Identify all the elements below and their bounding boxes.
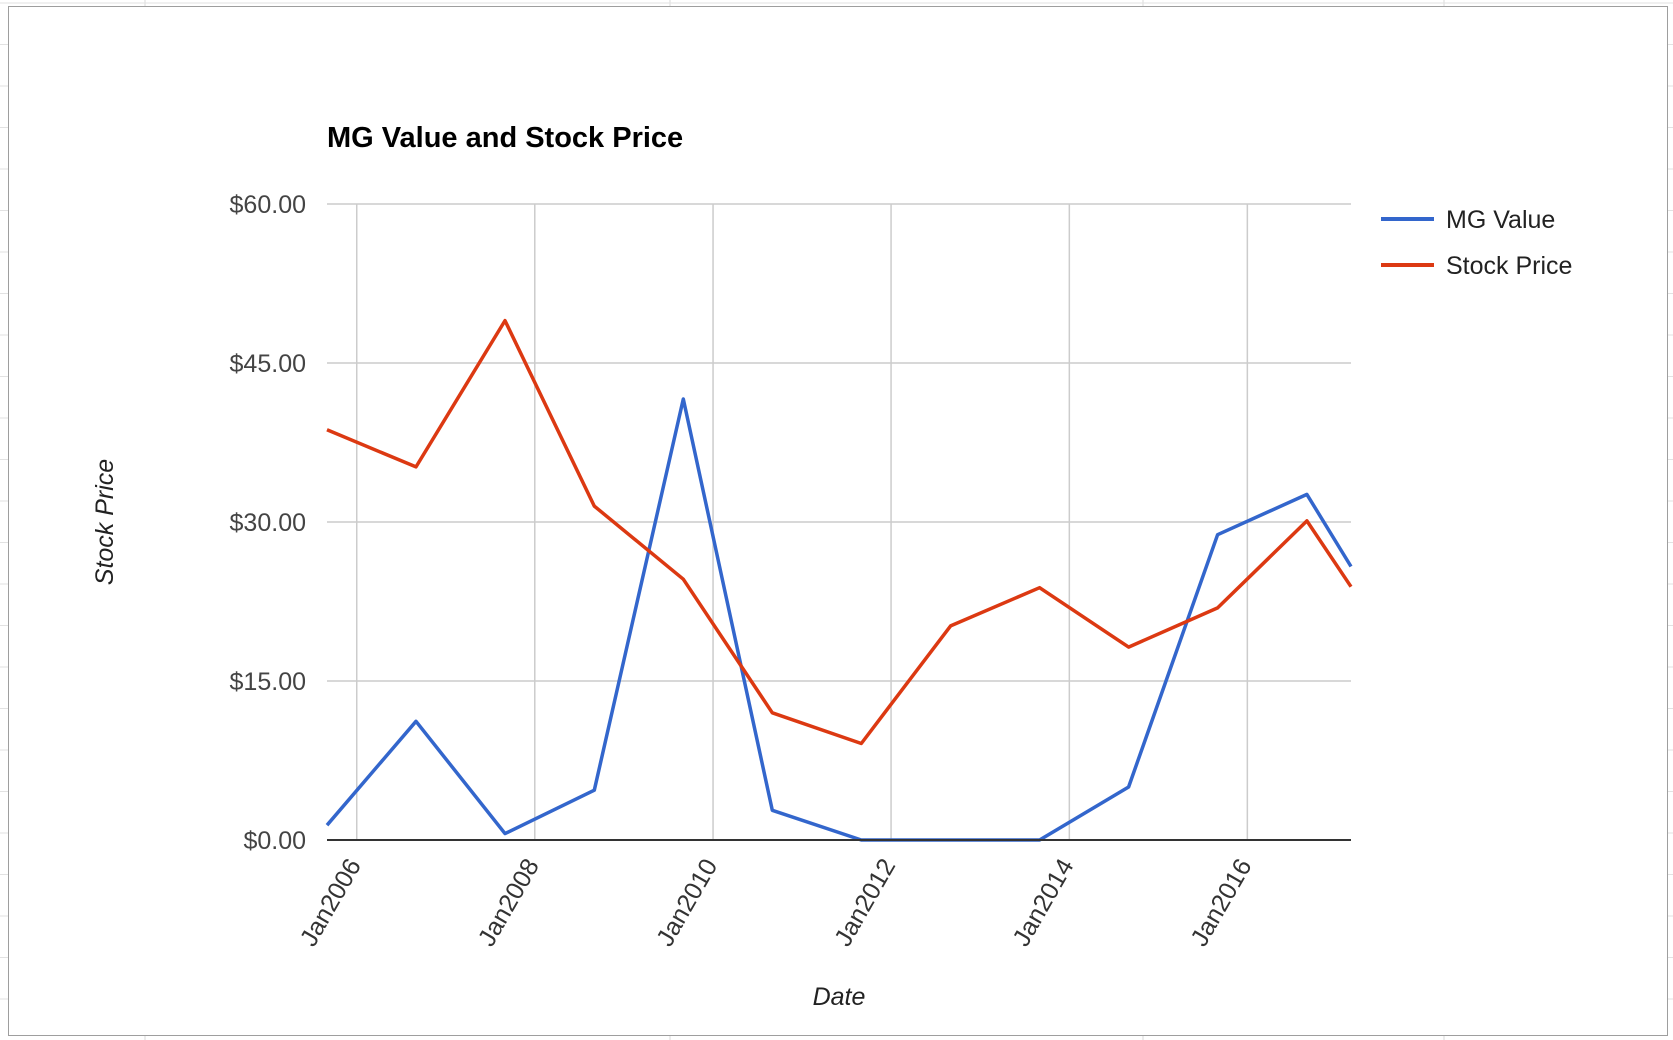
x-tick-label: Jan2006	[295, 854, 367, 951]
legend[interactable]: MG Value Stock Price	[1381, 206, 1572, 280]
y-tick-label: $15.00	[230, 668, 306, 696]
y-tick-label: $60.00	[230, 191, 306, 219]
x-tick-label: Jan2008	[473, 854, 545, 951]
x-tick-label: Jan2014	[1007, 854, 1079, 951]
series-line-mg-value	[325, 397, 1353, 842]
legend-label-mg-value: MG Value	[1446, 206, 1555, 234]
series-lines	[325, 318, 1353, 842]
x-tick-label: Jan2016	[1185, 854, 1257, 951]
line-chart: MG Value and Stock Price $0.00 $15.00 $30.…	[91, 122, 1572, 1011]
y-tick-label: $30.00	[230, 509, 306, 537]
chart-title: MG Value and Stock Price	[327, 122, 683, 154]
gridlines	[327, 203, 1351, 840]
x-axis-title: Date	[813, 983, 866, 1011]
x-tick-label: Jan2012	[829, 854, 901, 951]
x-tick-label: Jan2010	[651, 854, 723, 951]
x-axis-ticks: Jan2006 Jan2008 Jan2010 Jan2012 Jan2014 Jan20…	[295, 854, 1258, 951]
y-axis-ticks: $0.00 $15.00 $30.00 $45.00 $60.00	[230, 191, 306, 855]
series-line-stock-price	[326, 318, 1353, 746]
y-tick-label: $0.00	[243, 827, 306, 855]
legend-label-stock-price: Stock Price	[1446, 252, 1572, 280]
y-tick-label: $45.00	[230, 350, 306, 378]
chart-container[interactable]: MG Value and Stock Price $0.00 $15.00 $30.…	[8, 6, 1668, 1036]
y-axis-title: Stock Price	[91, 459, 119, 585]
